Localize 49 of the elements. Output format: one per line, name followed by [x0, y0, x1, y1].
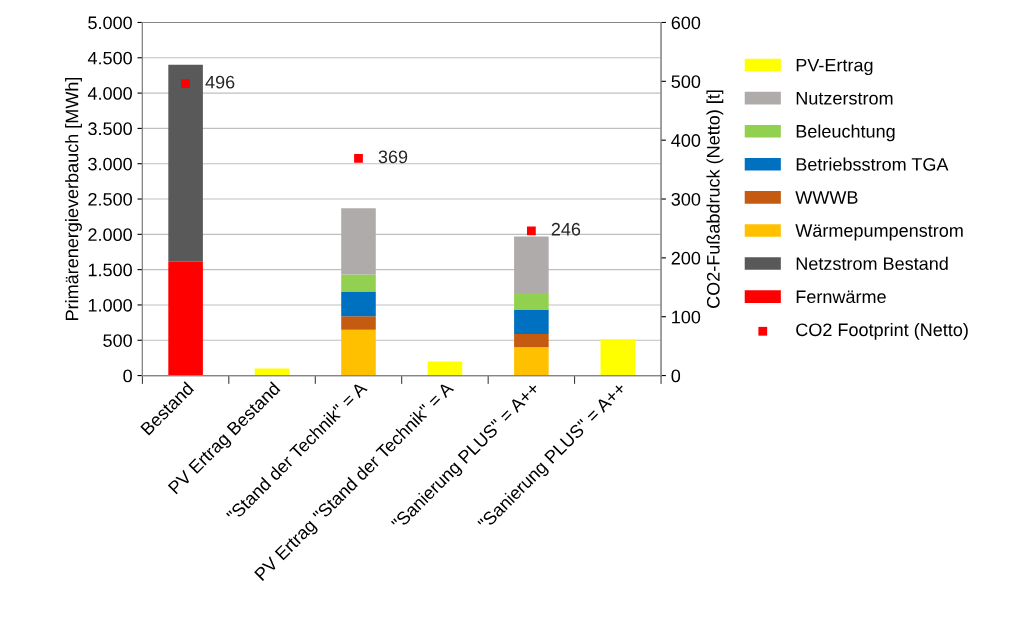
- y-tick-label: 3.000: [88, 157, 132, 171]
- bar: [600, 339, 636, 376]
- bar: [514, 347, 549, 376]
- bar: [341, 208, 376, 275]
- bar: [168, 64, 203, 262]
- y-tick-label: 1.500: [88, 263, 132, 277]
- legend-label: Beleuchtung: [796, 124, 895, 142]
- point: [181, 79, 190, 89]
- y-axis-title: Primärenergieverbauch [MWh]: [65, 77, 82, 320]
- y2-axis-title: CO2-Fußabdruck (Netto) [t]: [706, 90, 724, 308]
- legend-label: CO2 Footprint (Netto): [796, 322, 968, 340]
- legend-label: Nutzerstrom: [796, 92, 893, 105]
- bar: [341, 274, 376, 292]
- y-tick-label: 2.500: [88, 192, 132, 206]
- bar: [514, 292, 549, 310]
- bar: [514, 236, 549, 293]
- bar: [341, 329, 376, 376]
- y-tick-label: 500: [103, 334, 132, 347]
- bar: [341, 316, 376, 330]
- bar: [427, 361, 463, 376]
- legend-label: Betriebsstrom TGA: [796, 157, 949, 171]
- y-tick-label: 4.500: [87, 51, 132, 65]
- data-label: 496: [205, 75, 235, 89]
- bar: [341, 291, 376, 317]
- bar: [514, 309, 549, 334]
- bar: [168, 261, 203, 376]
- y2-tick-label: 300: [671, 192, 701, 206]
- y2-tick-label: 0: [671, 369, 681, 383]
- y-tick-label: 1.000: [88, 298, 132, 312]
- data-label: 246: [551, 222, 581, 236]
- y-tick-label: 5.000: [88, 16, 132, 30]
- legend-label: WWWB: [795, 191, 858, 204]
- legend-label: PV-Ertrag: [796, 58, 873, 76]
- y-tick-label: 0: [123, 369, 132, 383]
- point: [526, 226, 536, 236]
- y-tick-label: 4.000: [87, 87, 132, 100]
- legend-label: Netzstrom Bestand: [796, 256, 948, 271]
- y2-tick-label: 200: [671, 251, 701, 265]
- data-label: 369: [378, 150, 408, 164]
- y2-tick-label: 100: [672, 310, 701, 324]
- bar: [514, 333, 549, 348]
- legend-label: Fernwärme: [796, 290, 886, 304]
- y-tick-label: 3.500: [88, 122, 132, 136]
- y2-tick-label: 500: [671, 75, 701, 89]
- point: [354, 154, 363, 163]
- legend-label: Wärmepumpenstrom: [795, 224, 963, 241]
- y2-tick-label: 600: [671, 16, 701, 30]
- y-tick-label: 2.000: [88, 228, 132, 242]
- y2-tick-label: 400: [671, 134, 701, 147]
